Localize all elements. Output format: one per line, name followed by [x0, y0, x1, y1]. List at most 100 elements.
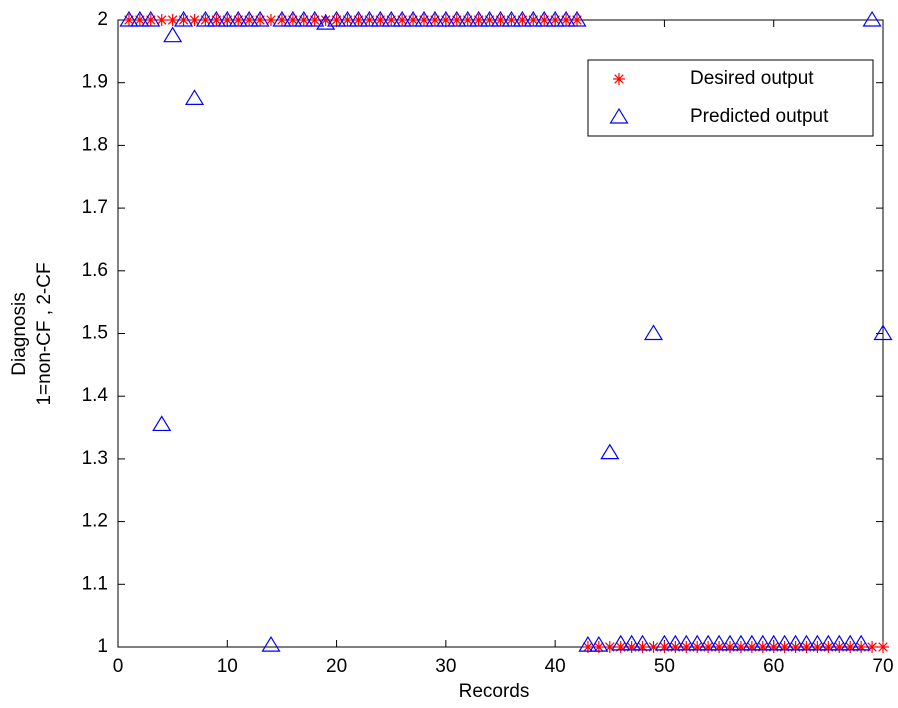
triangle-shape: [184, 89, 205, 105]
triangle-shape: [261, 635, 281, 652]
triangle-shape: [796, 634, 817, 651]
triangle-shape: [545, 10, 565, 27]
triangle-shape: [414, 10, 434, 27]
triangle-shape: [130, 10, 150, 27]
y-tick-label: 1.9: [82, 72, 108, 93]
triangle-shape: [512, 10, 532, 27]
triangle-shape: [305, 10, 325, 27]
data-point: [567, 10, 587, 27]
triangle-shape: [775, 634, 795, 651]
data-point: [512, 10, 532, 27]
triangle-shape: [490, 10, 511, 27]
data-point: [152, 415, 172, 432]
triangle-shape: [403, 10, 423, 27]
triangle-shape: [392, 10, 412, 27]
x-tick-label: 60: [763, 656, 784, 677]
triangle-shape: [753, 634, 773, 651]
data-point: [807, 634, 827, 651]
triangle-shape: [141, 10, 161, 27]
data-point: [261, 635, 281, 652]
triangle-shape: [523, 10, 543, 27]
data-point: [490, 10, 511, 27]
data-point: [119, 10, 139, 27]
data-point: [359, 10, 379, 27]
triangle-shape: [239, 10, 259, 27]
data-point: [272, 10, 292, 27]
triangle-shape: [862, 10, 882, 27]
y-tick-label: 1.6: [82, 260, 108, 281]
triangle-shape: [294, 10, 314, 27]
data-point: [709, 634, 729, 651]
triangle-shape: [272, 10, 292, 27]
triangle-shape: [458, 10, 478, 27]
triangle-shape: [643, 324, 664, 341]
asterisk-stroke: [614, 74, 624, 84]
data-point: [862, 10, 882, 27]
data-point: [600, 443, 620, 460]
triangle-shape: [687, 634, 707, 651]
triangle-shape: [370, 10, 390, 27]
data-point: [829, 634, 849, 651]
data-point: [665, 634, 685, 651]
y-tick-label: 1.4: [82, 385, 109, 406]
data-point: [622, 634, 642, 651]
x-tick-label: 20: [326, 656, 347, 677]
data-point: [381, 10, 401, 27]
data-point: [731, 634, 751, 651]
y-tick-label: 1.5: [82, 323, 108, 344]
data-point: [327, 10, 347, 27]
data-point: [458, 10, 478, 27]
data-point: [163, 26, 183, 43]
data-point: [239, 10, 259, 27]
data-point: [188, 14, 201, 26]
data-point: [392, 10, 412, 27]
triangle-shape: [829, 634, 849, 651]
data-point: [472, 14, 485, 26]
triangle-shape: [348, 10, 368, 27]
data-point: [545, 10, 565, 27]
triangle-shape: [534, 10, 554, 27]
triangle-shape: [731, 634, 751, 651]
legend-box: [587, 59, 874, 137]
y-axis-label: Diagnosis: [9, 292, 30, 375]
data-point: [228, 10, 248, 27]
data-point: [166, 14, 179, 26]
data-point: [796, 634, 817, 651]
data-point: [210, 14, 223, 26]
triangle-shape: [228, 10, 248, 27]
data-point: [250, 10, 270, 27]
triangle-shape: [174, 10, 194, 27]
data-point: [469, 10, 489, 27]
triangle-shape: [589, 635, 609, 652]
triangle-shape: [469, 10, 489, 27]
data-point: [654, 634, 674, 651]
data-point: [578, 635, 598, 652]
data-point: [534, 10, 554, 27]
y-tick-label: 1.3: [82, 448, 108, 469]
legend-marker: [613, 73, 625, 85]
data-point: [370, 10, 390, 27]
triangle-shape: [600, 443, 620, 460]
data-point: [265, 14, 277, 26]
data-point: [425, 10, 445, 27]
data-point: [753, 634, 773, 651]
triangle-shape: [359, 10, 379, 27]
triangle-shape: [578, 635, 598, 652]
triangle-shape: [283, 10, 303, 27]
data-point: [720, 634, 740, 651]
data-point: [840, 634, 860, 651]
triangle-shape: [676, 634, 696, 651]
data-point: [206, 10, 226, 27]
x-tick-label: 70: [872, 656, 893, 677]
data-point: [174, 10, 194, 27]
triangle-shape: [152, 415, 172, 432]
triangle-shape: [622, 634, 642, 651]
triangle-shape: [709, 634, 729, 651]
triangle-shape: [327, 10, 347, 27]
triangle-shape: [873, 324, 893, 341]
legend-marker: [609, 107, 629, 124]
triangle-shape: [447, 10, 467, 27]
data-point: [676, 634, 696, 651]
data-point: [643, 324, 664, 341]
